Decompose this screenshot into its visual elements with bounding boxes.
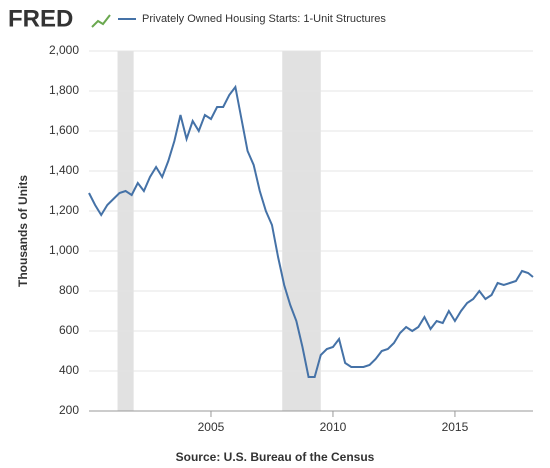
logo: FRED xyxy=(8,5,73,32)
y-tick-label: 400 xyxy=(59,363,79,377)
logo-icon xyxy=(91,14,111,28)
recession-band xyxy=(282,51,321,411)
y-tick-label: 1,000 xyxy=(49,243,79,257)
y-tick-label: 600 xyxy=(59,323,79,337)
x-tick-label: 2015 xyxy=(442,420,469,434)
y-tick-label: 1,200 xyxy=(49,203,79,217)
x-tick-label: 2005 xyxy=(198,420,225,434)
y-tick-label: 800 xyxy=(59,283,79,297)
y-tick-label: 1,600 xyxy=(49,123,79,137)
legend-label: Privately Owned Housing Starts: 1-Unit S… xyxy=(142,13,386,25)
source: Source: U.S. Bureau of the Census xyxy=(176,450,375,464)
x-tick-label: 2010 xyxy=(320,420,347,434)
data-line xyxy=(88,84,534,378)
y-axis-title: Thousands of Units xyxy=(16,175,30,287)
y-tick-label: 200 xyxy=(59,403,79,417)
y-tick-label: 1,800 xyxy=(49,83,79,97)
y-tick-label: 1,400 xyxy=(49,163,79,177)
y-tick-label: 2,000 xyxy=(49,43,79,57)
recession-band xyxy=(117,51,134,411)
